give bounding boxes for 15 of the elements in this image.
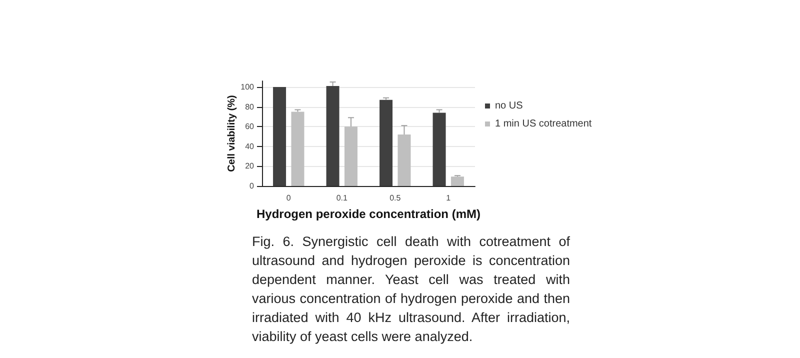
y-tick-label: 60 bbox=[245, 122, 255, 132]
x-tick-label: 0.1 bbox=[336, 194, 348, 202]
x-axis-title: Hydrogen peroxide concentration (mM) bbox=[256, 207, 481, 221]
y-tick-label: 0 bbox=[250, 182, 255, 190]
y-tick-label: 80 bbox=[245, 102, 255, 112]
y-tick-label: 20 bbox=[245, 162, 255, 171]
x-tick-label: 1 bbox=[446, 194, 452, 202]
y-tick-label: 100 bbox=[240, 82, 255, 92]
x-tick-label: 0.5 bbox=[390, 194, 402, 202]
legend-label: 1 min US cotreatment bbox=[495, 118, 592, 130]
y-tick-label: 40 bbox=[245, 142, 255, 151]
x-tick-label: 0 bbox=[286, 194, 292, 202]
y-axis-title: Cell viability (%) bbox=[226, 95, 238, 172]
caption: Fig. 6. Synergistic cell death with cotreatment of ultrasound and hydrogen peroxide is concentration dependent manner. Yeast cell was treated with various concentration of hydrogen peroxide and then irradiated with 40 kHz ultrasound. After irradiation, viability of yeast cells were analyzed. bbox=[252, 233, 570, 346]
legend-label: no US bbox=[495, 100, 524, 112]
